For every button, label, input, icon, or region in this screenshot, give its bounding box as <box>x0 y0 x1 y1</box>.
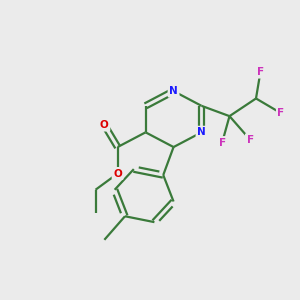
Text: N: N <box>197 127 206 137</box>
Text: N: N <box>169 86 178 96</box>
Text: F: F <box>257 67 264 77</box>
Text: F: F <box>219 138 226 148</box>
Text: O: O <box>100 120 109 130</box>
Text: O: O <box>113 169 122 178</box>
Text: F: F <box>247 135 254 145</box>
Text: F: F <box>278 108 285 118</box>
